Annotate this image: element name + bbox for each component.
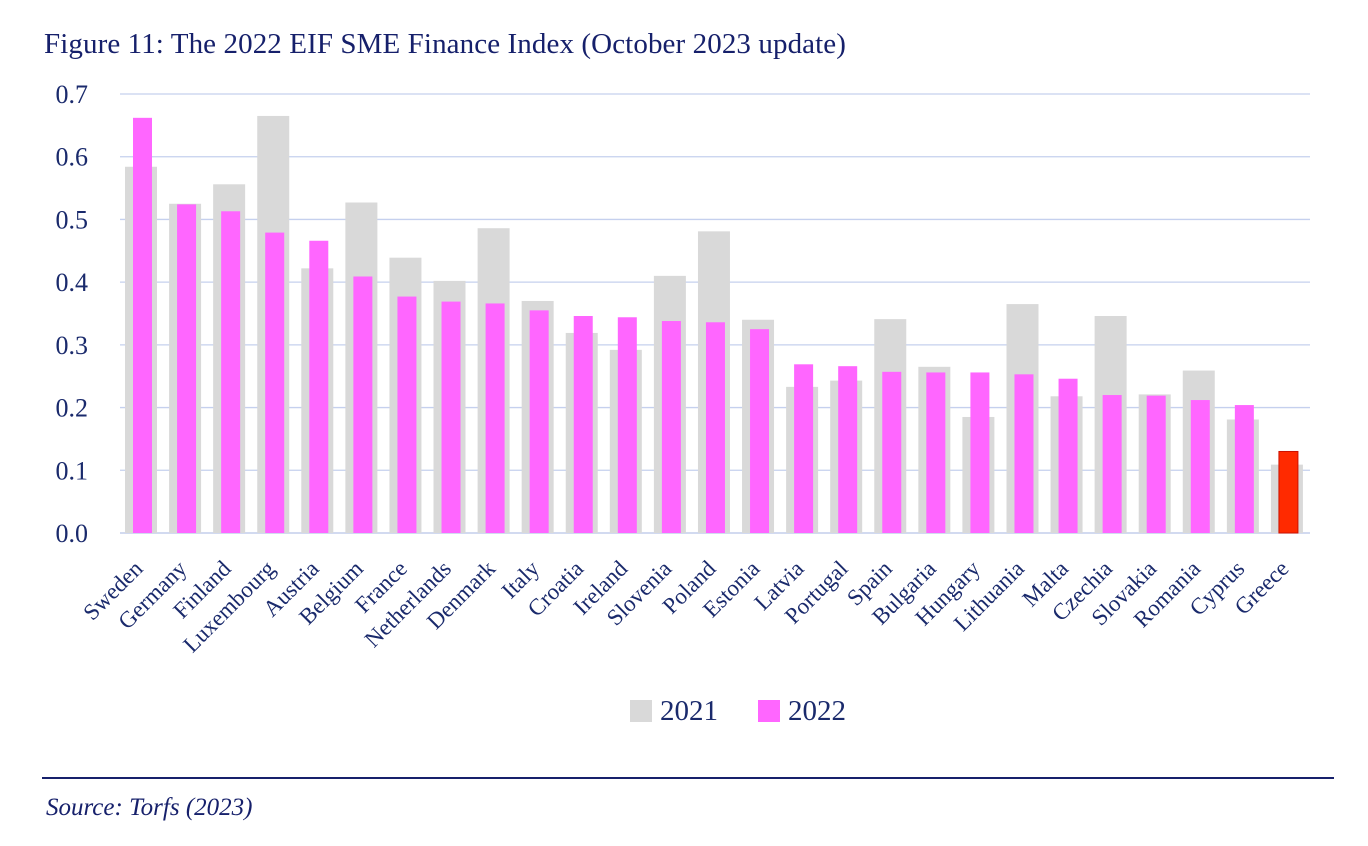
x-axis-labels: SwedenGermanyFinlandLuxembourgAustriaBel… xyxy=(78,556,1293,658)
footer-divider xyxy=(42,777,1334,779)
y-axis-labels: 0.0 0.1 0.2 0.3 0.4 0.5 0.6 0.7 xyxy=(56,80,89,548)
legend-swatch-2022 xyxy=(758,700,780,722)
legend: 2021 2022 xyxy=(630,695,846,727)
bar-2022-bulgaria xyxy=(926,372,946,533)
bar-2022-france xyxy=(397,296,417,533)
bar-2022-latvia xyxy=(794,364,814,533)
bar-2022-portugal xyxy=(838,366,858,533)
bar-2022-luxembourg xyxy=(265,232,285,533)
bar-2022-cyprus xyxy=(1234,405,1254,533)
y-tick-label: 0.6 xyxy=(56,143,89,172)
bar-2022-poland xyxy=(705,322,725,533)
bar-2022-slovenia xyxy=(661,321,681,533)
bar-2022-netherlands xyxy=(441,301,461,533)
bars xyxy=(125,115,1303,534)
bar-2022-malta xyxy=(1058,378,1078,533)
chart-title: Figure 11: The 2022 EIF SME Finance Inde… xyxy=(44,28,847,60)
bar-2022-germany xyxy=(177,204,197,533)
y-tick-label: 0.4 xyxy=(56,268,89,297)
bar-2022-finland xyxy=(221,211,241,534)
bar-2022-slovakia xyxy=(1146,395,1166,533)
y-tick-label: 0.1 xyxy=(56,456,89,485)
bar-2022-lithuania xyxy=(1014,374,1034,533)
bar-2022-denmark xyxy=(485,303,505,533)
legend-swatch-2021 xyxy=(630,700,652,722)
bar-2022-greece xyxy=(1278,450,1299,534)
bar-2022-italy xyxy=(529,310,549,533)
y-tick-label: 0.5 xyxy=(56,205,89,234)
source-note: Source: Torfs (2023) xyxy=(46,794,253,821)
y-tick-label: 0.0 xyxy=(56,519,89,548)
bar-2022-estonia xyxy=(750,329,770,533)
bar-2022-croatia xyxy=(573,316,593,533)
legend-label-2022: 2022 xyxy=(788,695,846,727)
y-tick-label: 0.7 xyxy=(56,80,89,109)
bar-2022-czechia xyxy=(1102,395,1122,533)
bar-2022-belgium xyxy=(353,276,373,533)
bar-2022-romania xyxy=(1190,400,1210,533)
y-tick-label: 0.2 xyxy=(56,394,89,423)
bar-2022-austria xyxy=(309,240,329,533)
bar-2022-hungary xyxy=(970,372,990,533)
bar-2022-ireland xyxy=(617,317,637,533)
bar-2022-sweden xyxy=(133,117,152,534)
legend-label-2021: 2021 xyxy=(660,695,718,727)
bar-2022-spain xyxy=(882,371,902,533)
y-tick-label: 0.3 xyxy=(56,331,89,360)
